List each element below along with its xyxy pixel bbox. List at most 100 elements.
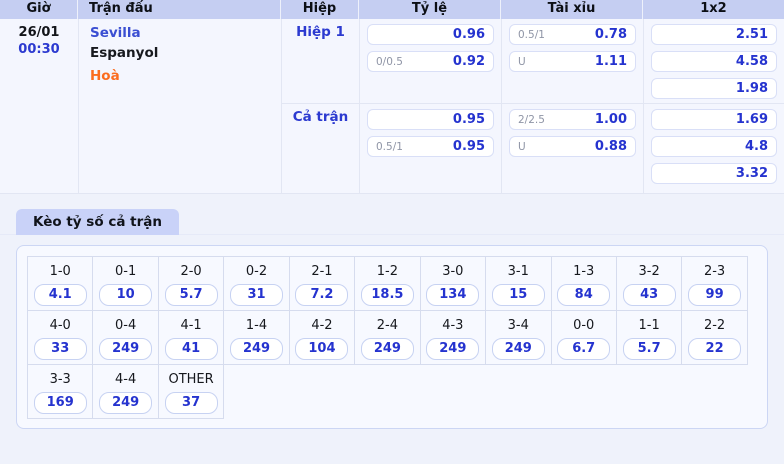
score-cell-1-1: 1-1 5.7 bbox=[615, 310, 683, 365]
handicap-value: 2/2.5 bbox=[518, 113, 545, 126]
score-label: 0-1 bbox=[115, 264, 137, 279]
score-cell-0-2: 0-2 31 bbox=[223, 256, 290, 311]
score-odds-button[interactable]: 18.5 bbox=[360, 284, 414, 306]
score-odds-button[interactable]: 249 bbox=[230, 338, 284, 360]
score-cell-4-3: 4-3 249 bbox=[419, 310, 487, 365]
score-odds-button[interactable]: 249 bbox=[360, 338, 414, 360]
odds-value: 4.58 bbox=[735, 54, 768, 69]
score-odds-button[interactable]: 5.7 bbox=[164, 284, 218, 306]
score-odds-button[interactable]: 10 bbox=[99, 284, 153, 306]
score-cell-1-0: 1-0 4.1 bbox=[27, 256, 94, 311]
score-cell-4-2: 4-2 104 bbox=[288, 310, 356, 365]
score-odds-button[interactable]: 84 bbox=[557, 284, 611, 306]
score-odds-button[interactable]: 6.7 bbox=[557, 338, 611, 360]
fulltime-label: Cả trận bbox=[292, 109, 349, 125]
handicap-odds-button[interactable]: 0.95 bbox=[367, 109, 494, 130]
score-label: 1-1 bbox=[638, 318, 660, 333]
score-label: 2-1 bbox=[311, 264, 333, 279]
score-cell-3-3: 3-3 169 bbox=[27, 364, 94, 419]
score-odds-button[interactable]: 4.1 bbox=[33, 284, 87, 306]
score-label: 0-4 bbox=[115, 318, 137, 333]
score-odds-button[interactable]: 249 bbox=[426, 338, 480, 360]
score-odds-button[interactable]: 249 bbox=[491, 338, 545, 360]
away-team-name: Espanyol bbox=[90, 45, 159, 61]
over-under-odds-button[interactable]: U 0.88 bbox=[509, 136, 636, 157]
x12-odds-button[interactable]: 4.58 bbox=[651, 51, 777, 72]
table-header-row: Giờ Trận đấu Hiệp Tỷ lệ Tài xỉu 1x2 bbox=[0, 0, 784, 19]
match-kickoff-time: 00:30 bbox=[18, 42, 60, 57]
over-under-column: 0.5/1 0.78 U 1.11 2/2.5 1.00 U 0 bbox=[501, 19, 643, 193]
odds-value: 0.88 bbox=[594, 139, 627, 154]
header-over-under: Tài xỉu bbox=[501, 0, 643, 19]
table-body-row: 26/01 00:30 Sevilla Espanyol Hoà Hiệp 1 … bbox=[0, 19, 784, 193]
x12-odds-button[interactable]: 2.51 bbox=[651, 24, 777, 45]
handicap-odds-button[interactable]: 0.96 bbox=[367, 24, 494, 45]
x12-odds-button[interactable]: 1.98 bbox=[651, 78, 777, 99]
score-cell-3-1: 3-1 15 bbox=[485, 256, 552, 311]
over-under-odds-button[interactable]: 0.5/1 0.78 bbox=[509, 24, 636, 45]
x12-odds-button[interactable]: 3.32 bbox=[651, 163, 777, 184]
over-under-half1: 0.5/1 0.78 U 1.11 bbox=[502, 19, 643, 103]
match-cell[interactable]: Sevilla Espanyol Hoà bbox=[78, 19, 281, 193]
odds-value: 0.96 bbox=[452, 27, 485, 42]
score-cell-2-0: 2-0 5.7 bbox=[157, 256, 225, 311]
score-label: 2-3 bbox=[703, 264, 726, 279]
score-odds-button[interactable]: 43 bbox=[622, 284, 676, 306]
half1-label: Hiệp 1 bbox=[296, 24, 345, 40]
correct-score-panel: 1-0 4.1 0-1 10 2-0 5.7 0-2 31 2-1 7.2 1-2 18.5 3-0 13… bbox=[16, 245, 768, 429]
header-half: Hiệp bbox=[281, 0, 359, 19]
odds-value: 0.92 bbox=[452, 54, 485, 69]
score-label: 3-1 bbox=[507, 264, 529, 279]
score-odds-button[interactable]: 22 bbox=[688, 338, 742, 360]
score-odds-button[interactable]: 249 bbox=[99, 338, 153, 360]
match-time-cell: 26/01 00:30 bbox=[0, 19, 78, 193]
score-odds-button[interactable]: 31 bbox=[230, 284, 284, 306]
section-fulltime: Cả trận bbox=[282, 103, 359, 193]
score-cell-2-4: 2-4 249 bbox=[354, 310, 421, 365]
over-under-odds-button[interactable]: U 1.11 bbox=[509, 51, 636, 72]
score-cell-3-4: 3-4 249 bbox=[485, 310, 552, 365]
score-odds-button[interactable]: 15 bbox=[491, 284, 545, 306]
score-odds-button[interactable]: 7.2 bbox=[295, 284, 349, 306]
home-team-name[interactable]: Sevilla bbox=[90, 25, 141, 41]
odds-value: 1.00 bbox=[594, 112, 627, 127]
score-odds-button[interactable]: 41 bbox=[164, 338, 218, 360]
score-label: 3-0 bbox=[442, 264, 464, 279]
score-odds-button[interactable]: 134 bbox=[426, 284, 480, 306]
x12-half1: 2.51 4.58 1.98 bbox=[644, 19, 784, 103]
handicap-fulltime: 0.95 0.5/1 0.95 bbox=[360, 103, 501, 193]
score-cell-0-4: 0-4 249 bbox=[92, 310, 159, 365]
handicap-value: U bbox=[518, 55, 526, 68]
score-odds-button[interactable]: 169 bbox=[33, 392, 87, 414]
odds-value: 0.95 bbox=[452, 112, 485, 127]
score-label: 1-3 bbox=[573, 264, 595, 279]
x12-odds-button[interactable]: 1.69 bbox=[651, 109, 777, 130]
score-odds-button[interactable]: 99 bbox=[688, 284, 742, 306]
score-cell-2-3: 2-3 99 bbox=[681, 256, 748, 311]
score-cell-4-0: 4-0 33 bbox=[27, 310, 94, 365]
match-date: 26/01 bbox=[18, 25, 60, 40]
odds-value: 0.95 bbox=[452, 139, 485, 154]
draw-label: Hoà bbox=[90, 68, 120, 84]
score-odds-button[interactable]: 37 bbox=[164, 392, 218, 414]
score-label: 2-4 bbox=[376, 318, 399, 333]
handicap-odds-button[interactable]: 0.5/1 0.95 bbox=[367, 136, 494, 157]
score-label: 4-4 bbox=[115, 372, 137, 387]
over-under-odds-button[interactable]: 2/2.5 1.00 bbox=[509, 109, 636, 130]
handicap-odds-button[interactable]: 0/0.5 0.92 bbox=[367, 51, 494, 72]
odds-value: 0.78 bbox=[594, 27, 627, 42]
score-label: OTHER bbox=[168, 372, 214, 387]
score-odds-button[interactable]: 104 bbox=[295, 338, 349, 360]
x12-odds-button[interactable]: 4.8 bbox=[651, 136, 777, 157]
score-label: 3-2 bbox=[638, 264, 660, 279]
score-odds-button[interactable]: 249 bbox=[99, 392, 153, 414]
header-ratio: Tỷ lệ bbox=[359, 0, 501, 19]
score-odds-button[interactable]: 5.7 bbox=[622, 338, 676, 360]
half-column: Hiệp 1 Cả trận bbox=[281, 19, 359, 193]
score-label: 1-0 bbox=[49, 264, 71, 279]
handicap-value: U bbox=[518, 140, 526, 153]
match-odds-table: Giờ Trận đấu Hiệp Tỷ lệ Tài xỉu 1x2 26/0… bbox=[0, 0, 784, 194]
handicap-half1: 0.96 0/0.5 0.92 bbox=[360, 19, 501, 103]
tab-correct-score[interactable]: Kèo tỷ số cả trận bbox=[16, 209, 179, 235]
score-odds-button[interactable]: 33 bbox=[33, 338, 87, 360]
